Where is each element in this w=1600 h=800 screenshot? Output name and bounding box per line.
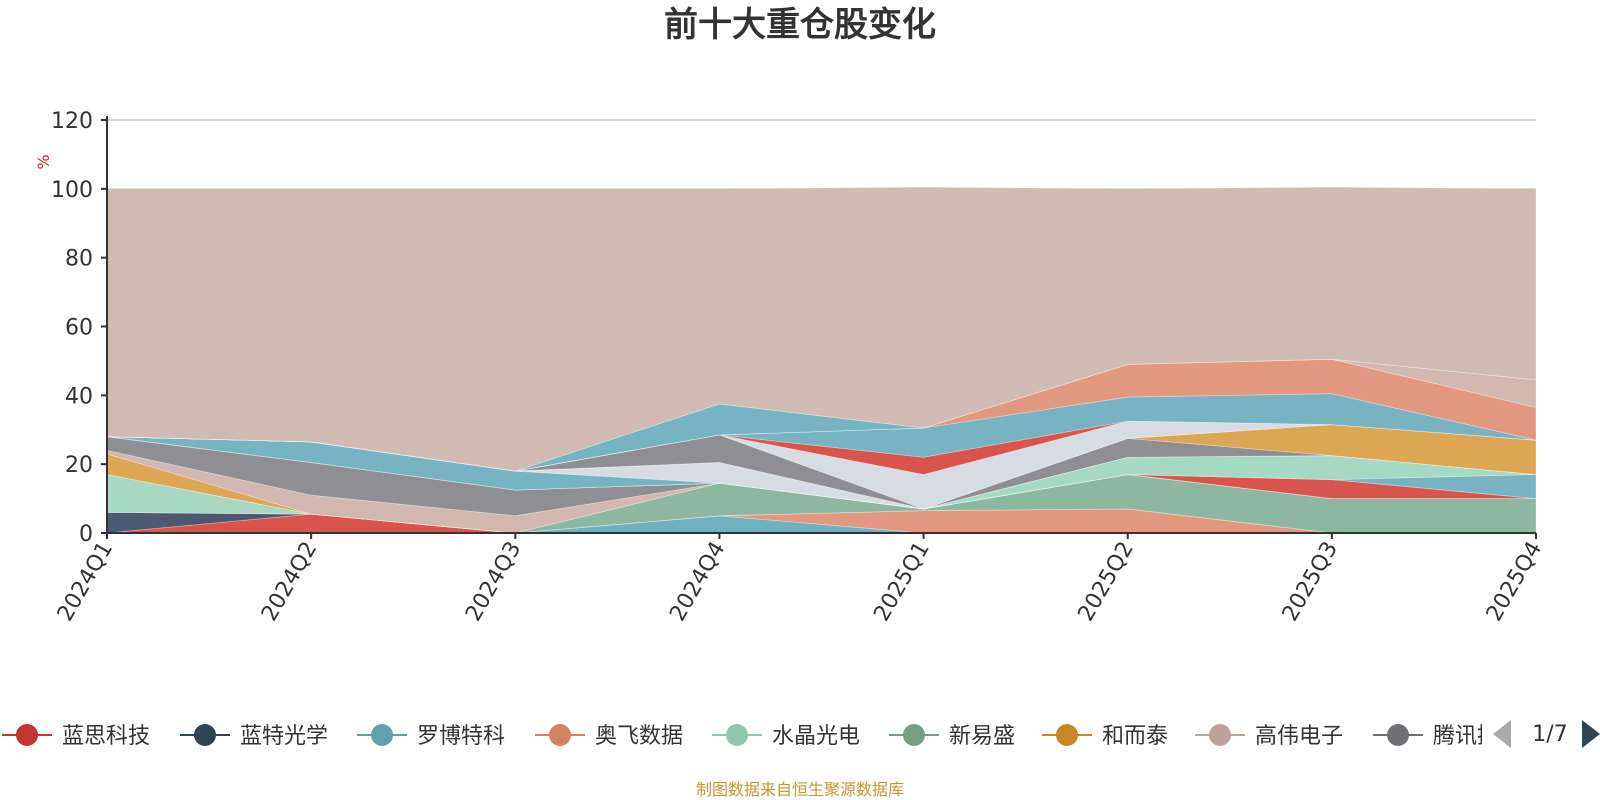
x-tick-label: 2024Q4 bbox=[665, 538, 730, 626]
legend-label: 蓝思科技 bbox=[62, 724, 150, 749]
legend-item[interactable]: 水晶光电 bbox=[712, 724, 860, 749]
x-tick-label: 2024Q1 bbox=[53, 538, 118, 626]
legend-pager: 1/7 bbox=[1493, 720, 1600, 748]
legend-label: 高伟电子 bbox=[1255, 724, 1343, 749]
legend-item[interactable]: 罗博特科 bbox=[357, 724, 505, 749]
legend-label: 罗博特科 bbox=[417, 724, 505, 749]
area-series[interactable] bbox=[106, 436, 1537, 510]
legend-marker-icon bbox=[1387, 724, 1409, 746]
legend: 蓝思科技 蓝特光学 罗博特科 奥飞数据 水晶光电 新易盛 和而泰 高伟电子 腾讯控股 bbox=[2, 724, 1521, 749]
area-series[interactable] bbox=[106, 358, 1537, 472]
area-series[interactable] bbox=[106, 186, 1537, 472]
legend-item[interactable]: 高伟电子 bbox=[1195, 724, 1343, 749]
legend-label: 水晶光电 bbox=[772, 724, 860, 749]
y-tick-labels: 0 20 40 60 80 100 120 bbox=[51, 109, 93, 547]
area-series[interactable] bbox=[106, 474, 1537, 534]
legend-label: 和而泰 bbox=[1102, 724, 1168, 749]
legend-item[interactable]: 奥飞数据 bbox=[535, 724, 683, 749]
legend-item[interactable]: 腾讯控股 bbox=[1373, 724, 1521, 749]
legend-next-page-icon[interactable] bbox=[1582, 720, 1600, 748]
y-tick-label: 100 bbox=[51, 178, 93, 203]
y-tick-label: 0 bbox=[79, 522, 93, 547]
legend-marker-icon bbox=[726, 724, 748, 746]
legend-marker-icon bbox=[903, 724, 925, 746]
y-tick-label: 80 bbox=[65, 247, 93, 272]
area-series[interactable] bbox=[106, 424, 1537, 510]
x-tick-label: 2025Q1 bbox=[869, 538, 934, 626]
legend-marker-icon bbox=[194, 724, 216, 746]
legend-label: 蓝特光学 bbox=[240, 724, 328, 749]
area-series-layer bbox=[106, 186, 1537, 534]
area-series[interactable] bbox=[106, 358, 1537, 472]
legend-marker-icon bbox=[1209, 724, 1231, 746]
y-tick-label: 20 bbox=[65, 453, 93, 478]
x-tick-label: 2025Q2 bbox=[1074, 538, 1139, 626]
legend-page-indicator: 1/7 bbox=[1532, 722, 1567, 747]
x-tick-label: 2025Q4 bbox=[1482, 538, 1547, 626]
legend-item[interactable]: 新易盛 bbox=[889, 724, 1015, 749]
chart-title: 前十大重仓股变化 bbox=[664, 5, 936, 45]
x-tick-label: 2024Q2 bbox=[257, 538, 322, 626]
x-tick-label: 2024Q3 bbox=[461, 538, 526, 626]
legend-label: 腾讯控股 bbox=[1433, 724, 1521, 749]
y-tick-label: 60 bbox=[65, 316, 93, 341]
legend-item[interactable]: 蓝特光学 bbox=[180, 724, 328, 749]
legend-marker-icon bbox=[371, 724, 393, 746]
data-source-note: 制图数据来自恒生聚源数据库 bbox=[696, 780, 904, 799]
legend-marker-icon bbox=[16, 724, 38, 746]
legend-item[interactable]: 和而泰 bbox=[1042, 724, 1168, 749]
y-axis-label: % bbox=[34, 154, 53, 169]
x-tick-label: 2025Q3 bbox=[1278, 538, 1343, 626]
legend-prev-page-icon[interactable] bbox=[1493, 720, 1511, 748]
legend-marker-icon bbox=[1056, 724, 1078, 746]
legend-label: 新易盛 bbox=[949, 724, 1015, 749]
x-tick-labels: 2024Q1 2024Q2 2024Q3 2024Q4 2025Q1 2025Q2 2025… bbox=[53, 538, 1547, 626]
axes bbox=[101, 116, 1537, 539]
area-series[interactable] bbox=[106, 508, 1536, 534]
y-tick-label: 40 bbox=[65, 384, 93, 409]
legend-label: 奥飞数据 bbox=[595, 724, 683, 749]
legend-item[interactable]: 蓝思科技 bbox=[2, 724, 150, 749]
legend-marker-icon bbox=[549, 724, 571, 746]
y-tick-label: 120 bbox=[51, 109, 93, 134]
